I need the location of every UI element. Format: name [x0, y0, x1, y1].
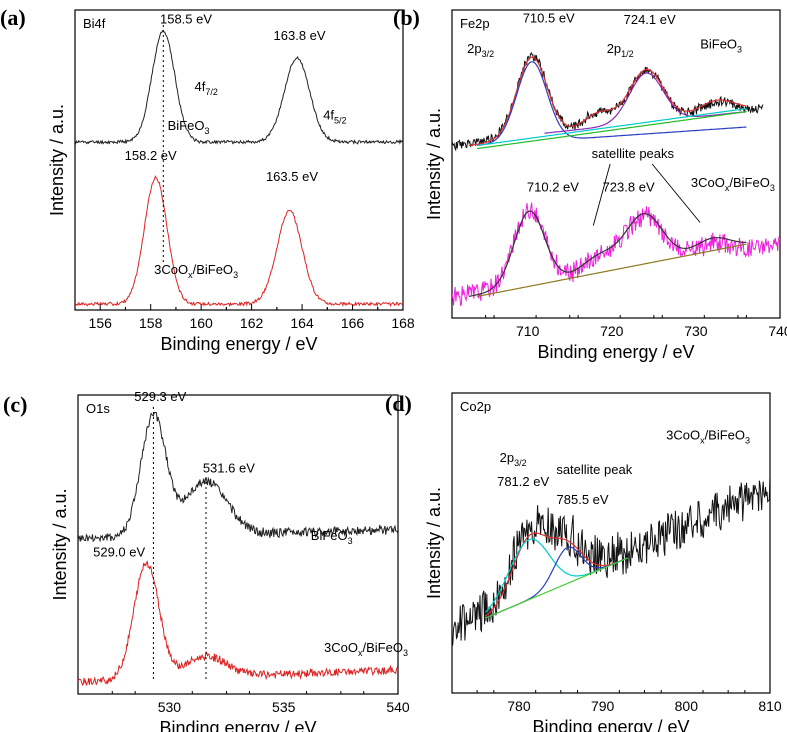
x-tick-label: 168: [391, 315, 415, 331]
x-tick-label: 790: [591, 698, 615, 714]
series-line: [485, 557, 628, 619]
plot-frame: [451, 9, 781, 319]
series-label: BiFeO3: [700, 37, 742, 55]
peak-annotation: 163.5 eV: [266, 169, 318, 184]
annotation-pointer: [592, 163, 611, 226]
series-label: 4f5/2: [323, 108, 346, 126]
peak-annotation: 163.8 eV: [274, 28, 326, 43]
x-tick-label: 540: [386, 699, 410, 715]
series-label: 3CoOx/BiFeO3: [666, 428, 750, 446]
peak-annotation: 710.5 eV: [523, 10, 575, 25]
peak-annotation: 158.5 eV: [160, 12, 212, 27]
series-line: [477, 243, 747, 297]
series-label: 4f7/2: [195, 79, 218, 97]
peak-annotation: 785.5 eV: [557, 492, 609, 507]
corner-label: Fe2p: [460, 16, 490, 31]
series-line: [452, 202, 780, 307]
x-tick-label: 780: [507, 698, 531, 714]
y-axis-label: Intensity / a.u.: [424, 487, 444, 599]
x-tick-label: 166: [341, 315, 365, 331]
x-tick-label: 164: [290, 315, 314, 331]
x-tick-label: 710: [516, 323, 540, 339]
series-line: [477, 108, 747, 147]
x-tick-label: 730: [684, 323, 708, 339]
annotation-pointer: [651, 163, 701, 223]
plot-frame: [451, 392, 771, 694]
x-tick-label: 158: [139, 315, 163, 331]
peak-annotation: satellite peaks: [592, 146, 675, 161]
series-label: 2p3/2: [467, 41, 494, 59]
plot-frame: [77, 394, 399, 695]
peak-annotation: 781.2 eV: [497, 474, 549, 489]
panel-label: (d): [385, 391, 412, 416]
series-line: [78, 560, 398, 687]
y-axis-label: Intensity / a.u.: [424, 108, 444, 220]
series-label: 2p1/2: [607, 41, 634, 59]
x-axis-label: Binding energy / eV: [159, 718, 316, 732]
x-tick-label: 800: [675, 698, 699, 714]
series-label: BiFeO3: [168, 118, 210, 136]
corner-label: Co2p: [460, 399, 491, 414]
series-line: [468, 210, 747, 297]
series-label: 3CoOx/BiFeO3: [691, 175, 775, 193]
panel-0: (a) Bi4f 156 158 160 162 164 166 168 Binding ener…: [0, 5, 415, 354]
peak-annotation: 723.8 eV: [603, 180, 655, 195]
x-tick-label: 810: [758, 698, 782, 714]
x-tick-label: 162: [240, 315, 264, 331]
peak-annotation: satellite peak: [556, 462, 632, 477]
y-axis-label: Intensity / a.u.: [47, 104, 67, 216]
series-label: 3CoOx/BiFeO3: [154, 262, 238, 280]
panel-3: (d) Co2p 780 790 800 810 Binding energy / eV In…: [385, 391, 782, 732]
panel-2: (c) O1s 530 535 540 Binding energy / eV Intens…: [3, 389, 410, 732]
series-line: [544, 72, 747, 134]
x-tick-label: 156: [89, 315, 113, 331]
panel-label: (b): [393, 5, 420, 30]
x-tick-label: 160: [189, 315, 213, 331]
peak-annotation: 529.0 eV: [93, 544, 145, 559]
x-tick-label: 530: [158, 699, 182, 715]
panel-label: (a): [0, 5, 26, 30]
panel-label: (c): [3, 392, 27, 417]
peak-annotation: 158.2 eV: [125, 148, 177, 163]
x-tick-label: 740: [768, 323, 787, 339]
x-axis-label: Binding energy / eV: [160, 334, 317, 354]
corner-label: O1s: [86, 401, 110, 416]
peak-annotation: 724.1 eV: [624, 12, 676, 27]
peak-annotation: 710.2 eV: [527, 180, 579, 195]
peak-annotation: 531.6 eV: [203, 461, 255, 476]
series-label: 2p3/2: [500, 450, 527, 468]
plot-frame: [74, 9, 404, 311]
series-line: [468, 56, 747, 147]
x-axis-label: Binding energy / eV: [532, 717, 689, 732]
series-line: [477, 111, 747, 150]
y-axis-label: Intensity / a.u.: [50, 488, 70, 600]
panel-1: (b) Fe2p 710 720 730 740 Binding energy / eV In…: [393, 5, 787, 362]
x-tick-label: 720: [600, 323, 624, 339]
x-tick-label: 535: [272, 699, 296, 715]
series-label: BiFeO3: [311, 528, 353, 546]
peak-annotation: 529.3 eV: [134, 389, 186, 404]
x-axis-label: Binding energy / eV: [537, 342, 694, 362]
series-line: [78, 411, 398, 543]
corner-label: Bi4f: [83, 16, 106, 31]
series-line: [477, 61, 747, 146]
series-line: [75, 175, 403, 308]
series-line: [452, 475, 770, 647]
series-line: [485, 532, 628, 617]
series-label: 3CoOx/BiFeO3: [324, 640, 408, 658]
series-line: [75, 29, 403, 145]
